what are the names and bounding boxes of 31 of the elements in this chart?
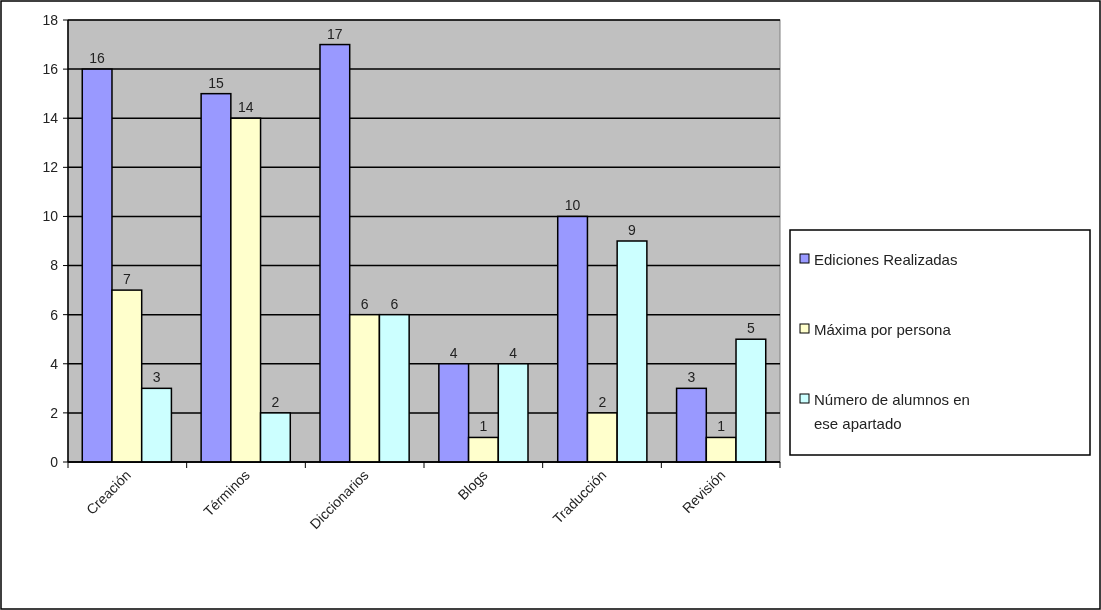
y-tick-label: 6 bbox=[50, 306, 59, 323]
data-label: 1 bbox=[717, 418, 726, 435]
data-label: 9 bbox=[628, 222, 637, 238]
y-tick-label: 18 bbox=[42, 11, 59, 28]
data-label: 6 bbox=[360, 295, 369, 312]
y-tick-label: 0 bbox=[50, 453, 59, 470]
data-label: 10 bbox=[564, 197, 581, 214]
data-label: 5 bbox=[746, 320, 755, 337]
y-tick-label: 2 bbox=[50, 404, 59, 421]
data-label: 16 bbox=[89, 50, 106, 67]
legend-label: Ediciones Realizadas bbox=[814, 251, 958, 269]
data-label: 3 bbox=[152, 369, 161, 386]
data-label: 2 bbox=[598, 393, 607, 410]
data-label: 2 bbox=[271, 393, 280, 410]
y-tick-label: 10 bbox=[42, 208, 59, 225]
y-tick-label: 12 bbox=[42, 159, 59, 176]
data-label: 15 bbox=[208, 74, 224, 91]
y-tick-label: 8 bbox=[50, 257, 59, 274]
data-label: 17 bbox=[327, 25, 343, 42]
data-label: 14 bbox=[237, 99, 254, 116]
legend-label: Máxima por persona bbox=[814, 321, 952, 339]
data-label: 6 bbox=[390, 295, 399, 312]
y-tick-label: 16 bbox=[42, 61, 59, 78]
legend-label: Número de alumnos en ese apartado bbox=[814, 391, 970, 433]
y-tick-label: 4 bbox=[50, 355, 59, 372]
data-label: 4 bbox=[509, 344, 518, 361]
data-label: 3 bbox=[687, 369, 696, 386]
y-tick-label: 14 bbox=[42, 110, 59, 127]
data-label: 7 bbox=[122, 271, 131, 288]
data-label: 1 bbox=[479, 418, 488, 435]
data-label: 4 bbox=[449, 344, 458, 361]
